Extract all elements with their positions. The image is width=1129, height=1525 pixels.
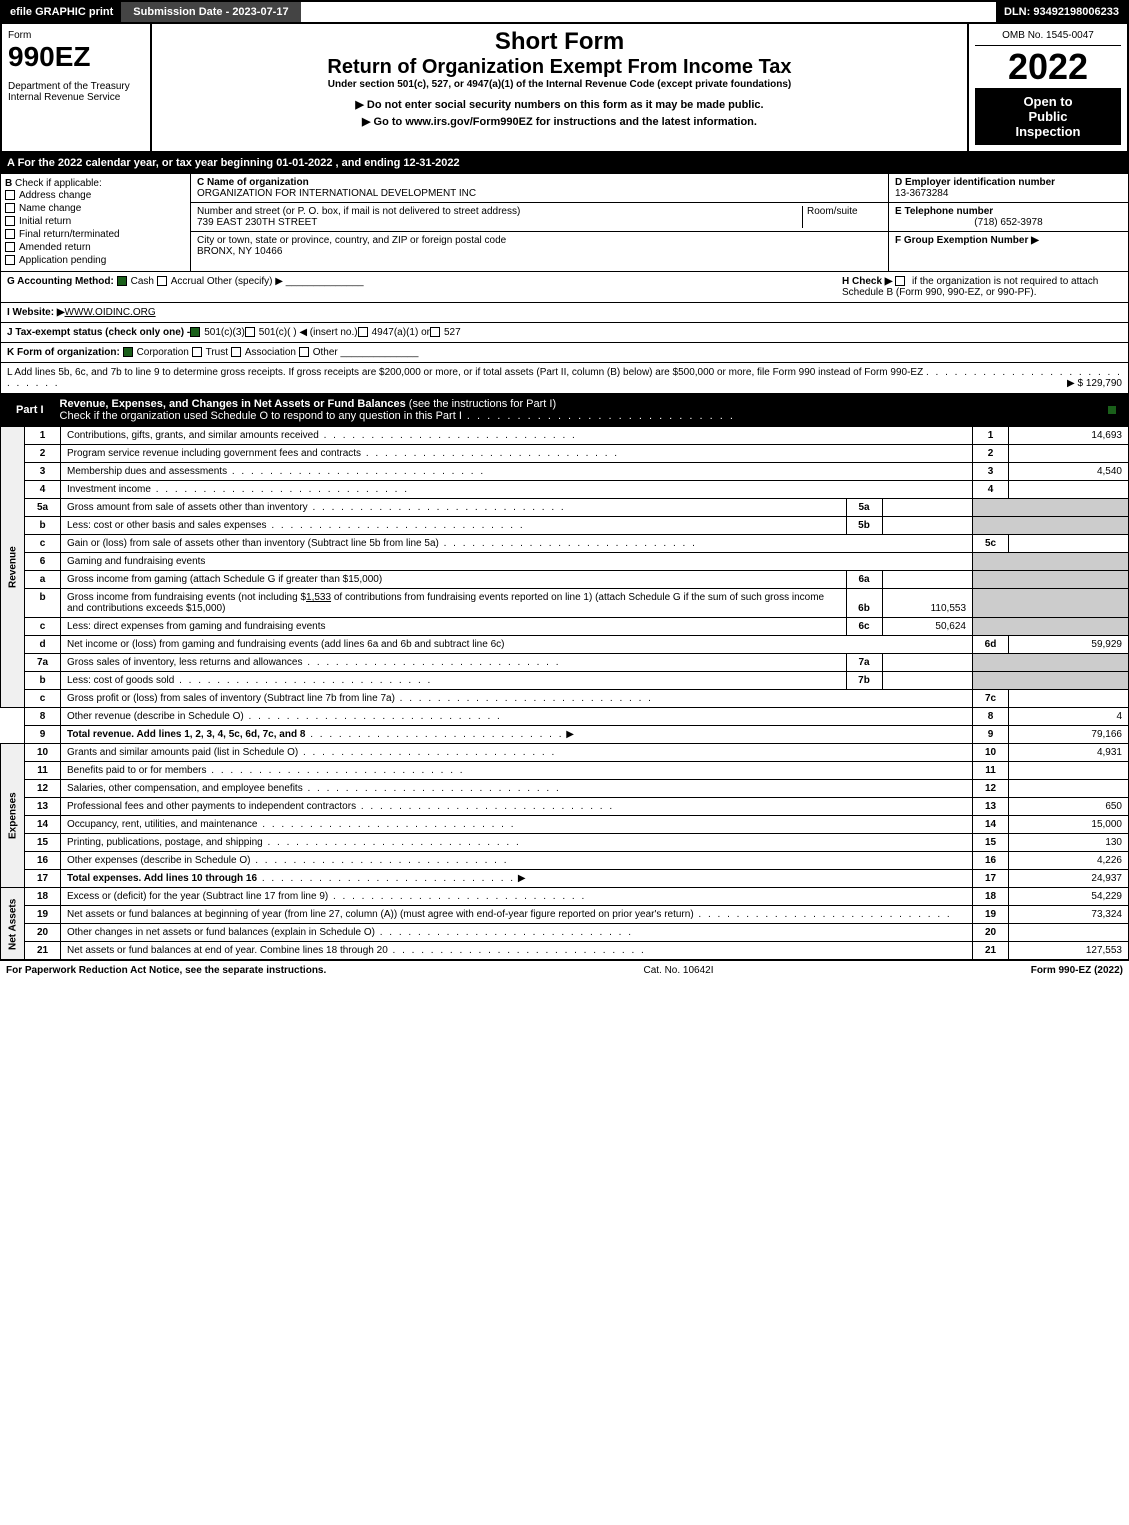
part-1-header: Part I Revenue, Expenses, and Changes in… — [0, 394, 1129, 426]
line-5a-value — [882, 499, 972, 516]
checkbox-4947[interactable] — [358, 327, 368, 337]
city-label: City or town, state or province, country… — [197, 235, 882, 246]
goto-link[interactable]: ▶ Go to www.irs.gov/Form990EZ for instru… — [156, 115, 963, 128]
footer-catalog: Cat. No. 10642I — [643, 965, 713, 976]
footer-form-ref: Form 990-EZ (2022) — [1031, 965, 1123, 976]
line-8-value: 4 — [1009, 708, 1129, 726]
checkbox-application-pending[interactable] — [5, 255, 15, 265]
checkbox-527[interactable] — [430, 327, 440, 337]
line-12-value — [1009, 780, 1129, 798]
top-bar: efile GRAPHIC print Submission Date - 20… — [0, 0, 1129, 24]
line-16-value: 4,226 — [1009, 852, 1129, 870]
i-label: I Website: ▶ — [7, 307, 65, 318]
section-b: B Check if applicable: Address change Na… — [0, 173, 1129, 272]
e-label: E Telephone number — [895, 206, 1122, 217]
f-label: F Group Exemption Number ▶ — [895, 235, 1122, 246]
line-20-value — [1009, 924, 1129, 942]
line-14-value: 15,000 — [1009, 816, 1129, 834]
form-number: 990EZ — [8, 41, 144, 73]
d-label: D Employer identification number — [895, 177, 1122, 188]
checkbox-association[interactable] — [231, 347, 241, 357]
line-4-value — [1009, 481, 1129, 499]
line-21-value: 127,553 — [1009, 942, 1129, 960]
open-to-public: Open to Public Inspection — [975, 88, 1121, 145]
line-5c-value — [1009, 535, 1129, 553]
room-suite-label: Room/suite — [802, 206, 882, 228]
form-label: Form — [8, 30, 144, 41]
expenses-label: Expenses — [1, 744, 25, 888]
ssn-warning: ▶ Do not enter social security numbers o… — [156, 98, 963, 111]
line-7a-value — [882, 654, 972, 671]
footer-left: For Paperwork Reduction Act Notice, see … — [6, 965, 326, 976]
line-15-value: 130 — [1009, 834, 1129, 852]
ein: 13-3673284 — [895, 188, 1122, 199]
part-1-label: Part I — [8, 402, 52, 418]
efile-label[interactable]: efile GRAPHIC print — [2, 2, 121, 22]
part-1-table: Revenue 1Contributions, gifts, grants, a… — [0, 426, 1129, 960]
checkbox-name-change[interactable] — [5, 203, 15, 213]
k-label: K Form of organization: — [7, 347, 120, 358]
dln: DLN: 93492198006233 — [996, 2, 1127, 22]
checkbox-initial-return[interactable] — [5, 216, 15, 226]
phone: (718) 652-3978 — [895, 217, 1122, 228]
line-11-value — [1009, 762, 1129, 780]
checkbox-final-return[interactable] — [5, 229, 15, 239]
l-text: L Add lines 5b, 6c, and 7b to line 9 to … — [7, 367, 923, 378]
tax-year: 2022 — [975, 46, 1121, 88]
b-check-if: Check if applicable: — [15, 178, 102, 189]
l-amount: ▶ $ 129,790 — [1067, 378, 1122, 389]
line-7b-value — [882, 672, 972, 689]
checkbox-amended-return[interactable] — [5, 242, 15, 252]
short-form-title: Short Form — [156, 28, 963, 56]
line-6a-value — [882, 571, 972, 588]
c-label: C Name of organization — [197, 177, 882, 188]
line-1-value: 14,693 — [1009, 427, 1129, 445]
dept-label: Department of the Treasury — [8, 81, 144, 92]
b-label: B — [5, 178, 12, 189]
line-19-value: 73,324 — [1009, 906, 1129, 924]
checkbox-501c3[interactable] — [190, 327, 200, 337]
line-6c-value: 50,624 — [882, 618, 972, 635]
checkbox-corporation[interactable] — [123, 347, 133, 357]
street: 739 EAST 230TH STREET — [197, 217, 802, 228]
j-label: J Tax-exempt status (check only one) - — [7, 327, 190, 338]
line-13-value: 650 — [1009, 798, 1129, 816]
line-6d-value: 59,929 — [1009, 636, 1129, 654]
org-name: ORGANIZATION FOR INTERNATIONAL DEVELOPME… — [197, 188, 882, 199]
checkbox-501c[interactable] — [245, 327, 255, 337]
checkbox-cash[interactable] — [117, 276, 127, 286]
row-a-tax-year: A For the 2022 calendar year, or tax yea… — [0, 153, 1129, 173]
addr-label: Number and street (or P. O. box, if mail… — [197, 206, 802, 217]
checkbox-part1-schedule-o[interactable] — [1107, 405, 1117, 415]
h-label: H Check ▶ — [842, 276, 892, 287]
line-5b-value — [882, 517, 972, 534]
checkbox-h[interactable] — [895, 276, 905, 286]
checkbox-accrual[interactable] — [157, 276, 167, 286]
website[interactable]: WWW.OIDINC.ORG — [65, 307, 156, 318]
return-title: Return of Organization Exempt From Incom… — [156, 56, 963, 79]
line-9-value: 79,166 — [1009, 726, 1129, 744]
netassets-label: Net Assets — [1, 888, 25, 960]
page-footer: For Paperwork Reduction Act Notice, see … — [0, 960, 1129, 980]
line-6b-contrib: 1,533 — [306, 592, 331, 603]
line-7c-value — [1009, 690, 1129, 708]
line-10-value: 4,931 — [1009, 744, 1129, 762]
checkbox-trust[interactable] — [192, 347, 202, 357]
city-state-zip: BRONX, NY 10466 — [197, 246, 882, 257]
line-18-value: 54,229 — [1009, 888, 1129, 906]
submission-date: Submission Date - 2023-07-17 — [121, 2, 300, 22]
omb-number: OMB No. 1545-0047 — [975, 30, 1121, 46]
under-section: Under section 501(c), 527, or 4947(a)(1)… — [156, 79, 963, 90]
line-2-value — [1009, 445, 1129, 463]
checkbox-address-change[interactable] — [5, 190, 15, 200]
form-header: Form 990EZ Department of the Treasury In… — [0, 24, 1129, 153]
checkbox-other-org[interactable] — [299, 347, 309, 357]
line-3-value: 4,540 — [1009, 463, 1129, 481]
irs-label: Internal Revenue Service — [8, 92, 144, 103]
line-17-value: 24,937 — [1009, 870, 1129, 888]
revenue-label: Revenue — [1, 427, 25, 708]
g-label: G Accounting Method: — [7, 276, 114, 287]
line-6b-value: 110,553 — [882, 589, 972, 617]
